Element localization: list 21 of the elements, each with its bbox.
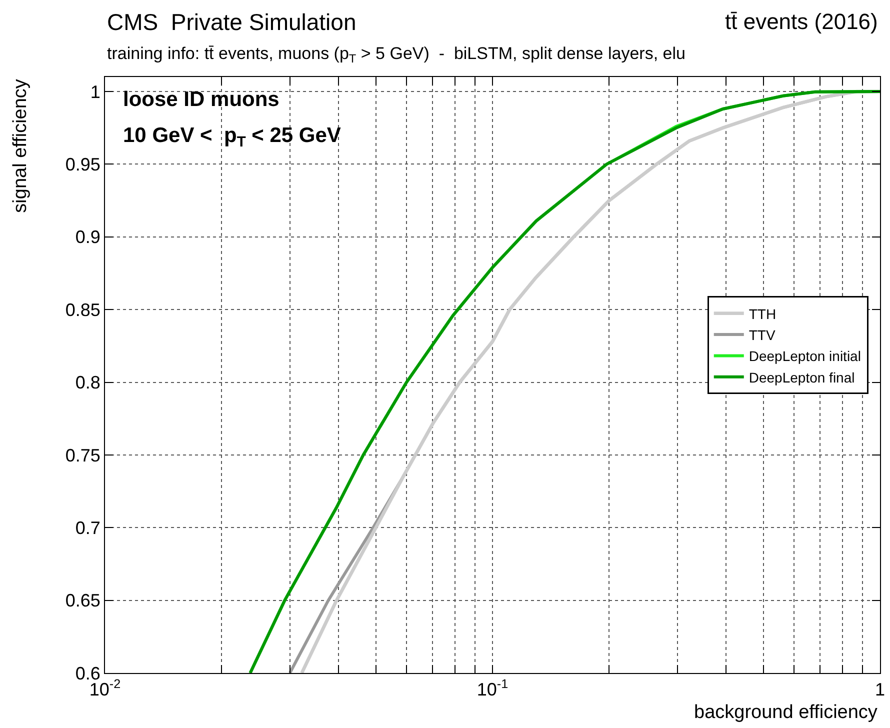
- y-tick-label: 1: [90, 82, 100, 102]
- y-axis-title: signal efficiency: [10, 78, 31, 213]
- legend-label: TTH: [748, 306, 776, 322]
- legend-label: DeepLepton initial: [748, 348, 861, 364]
- y-tick-label: 0.65: [65, 590, 100, 611]
- x-tick-label: 1: [874, 680, 886, 700]
- y-tick-label: 0.85: [65, 300, 100, 320]
- text: tt̄ events (2016): [725, 9, 878, 34]
- x-tick-label: 10$^{-1}$: [476, 677, 508, 700]
- annotation: 10 GeV < p$_{T}$ < 25 GeV: [123, 124, 341, 150]
- chart-subtitle: training info: tt̄ events, muons (p$_{T}$ > 5 GeV) - biLSTM, split dense layers, elu: [107, 44, 686, 66]
- annotation: loose ID muons: [123, 88, 280, 111]
- y-tick-label: 0.9: [75, 227, 100, 248]
- legend-label: TTV: [748, 326, 776, 343]
- y-tick-label: 0.8: [75, 372, 100, 393]
- y-tick-label: 0.7: [75, 518, 100, 538]
- y-tick-label: 0.95: [65, 154, 100, 175]
- x-axis-title: background efficiency: [694, 702, 878, 723]
- chart-title: CMS Private Simulation: [107, 9, 356, 35]
- legend-label: DeepLepton final: [748, 369, 855, 386]
- y-tick-label: 0.75: [65, 445, 100, 466]
